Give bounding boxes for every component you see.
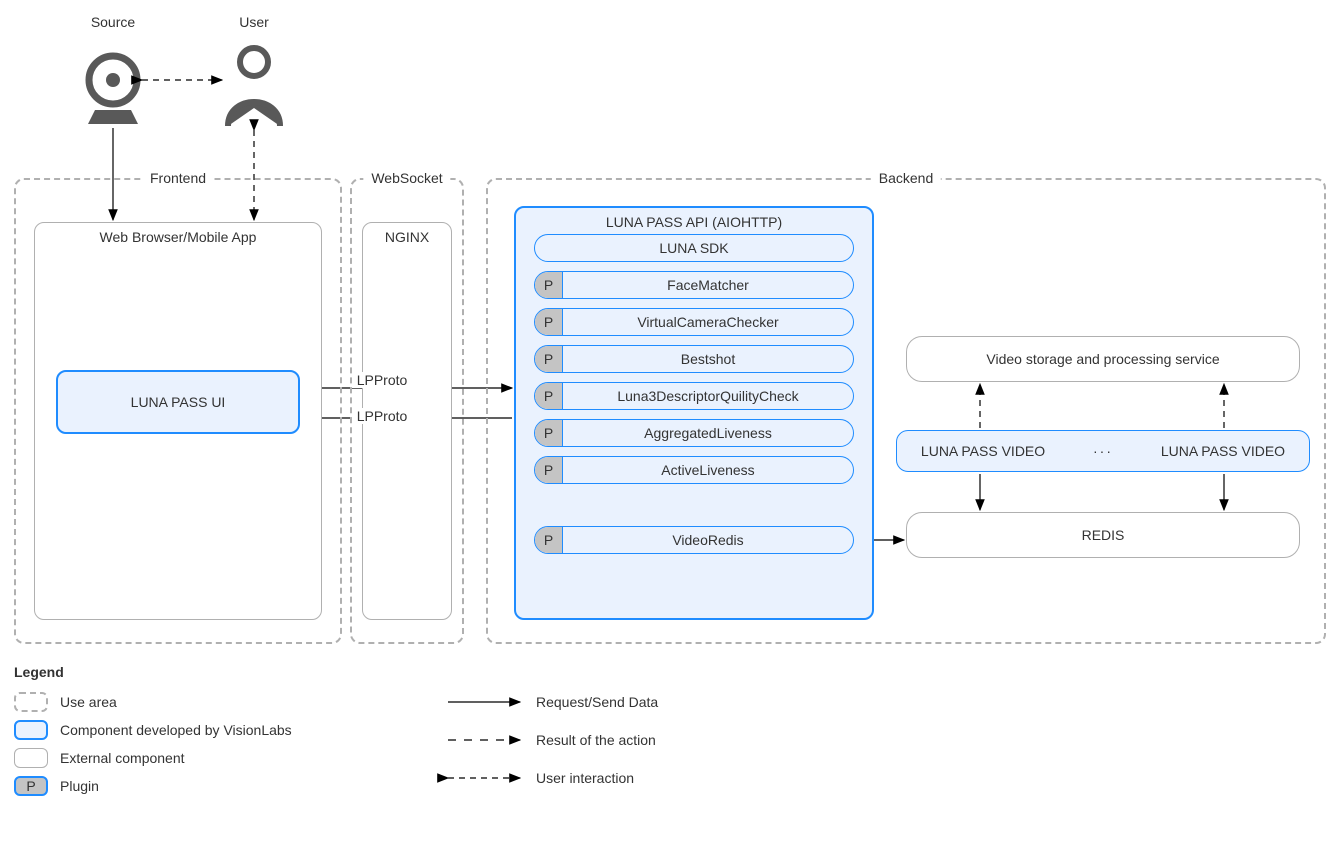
frontend-title: Frontend <box>142 170 214 186</box>
legend-external-swatch <box>14 748 48 768</box>
plugin-badge-icon: P <box>535 272 563 298</box>
video-storage: Video storage and processing service <box>906 336 1300 382</box>
plugin-badge-icon: P <box>535 309 563 335</box>
lunapass-video-1: LUNA PASS VIDEO <box>921 443 1045 459</box>
legend-title: Legend <box>14 664 64 680</box>
legend-plugin-swatch: P <box>14 776 48 796</box>
legend-request-label: Request/Send Data <box>536 694 658 710</box>
lunapass-video-group: LUNA PASS VIDEO ··· LUNA PASS VIDEO <box>896 430 1310 472</box>
plugin-label: VideoRedis <box>563 532 853 548</box>
lunapass-ui: LUNA PASS UI <box>56 370 300 434</box>
legend-vision-swatch <box>14 720 48 740</box>
plugin-label: Luna3DescriptorQuilityCheck <box>563 388 853 404</box>
ellipsis: ··· <box>1093 443 1113 459</box>
plugin-label: Bestshot <box>563 351 853 367</box>
plugin-label: VirtualCameraChecker <box>563 314 853 330</box>
webcam-icon <box>88 56 138 124</box>
legend-usearea-swatch <box>14 692 48 712</box>
legend-external-label: External component <box>60 750 185 766</box>
lpproto-out-label: LPProto <box>352 372 412 388</box>
plugin-luna3desc: P Luna3DescriptorQuilityCheck <box>534 382 854 410</box>
plugin-label: ActiveLiveness <box>563 462 853 478</box>
legend-interaction-label: User interaction <box>536 770 634 786</box>
user-label: User <box>230 14 278 30</box>
plugin-label: FaceMatcher <box>563 277 853 293</box>
plugin-badge-icon: P <box>535 457 563 483</box>
redis: REDIS <box>906 512 1300 558</box>
plugin-label: AggregatedLiveness <box>563 425 853 441</box>
plugin-activeliveness: P ActiveLiveness <box>534 456 854 484</box>
plugin-videoredis: P VideoRedis <box>534 526 854 554</box>
luna-sdk: LUNA SDK <box>534 234 854 262</box>
user-icon <box>228 48 280 126</box>
lpproto-in-label: LPProto <box>352 408 412 424</box>
plugin-bestshot: P Bestshot <box>534 345 854 373</box>
source-label: Source <box>86 14 140 30</box>
plugin-aggliveness: P AggregatedLiveness <box>534 419 854 447</box>
plugin-facematcher: P FaceMatcher <box>534 271 854 299</box>
lunapass-video-2: LUNA PASS VIDEO <box>1161 443 1285 459</box>
nginx-title: NGINX <box>363 229 451 245</box>
api-box: LUNA PASS API (AIOHTTP) <box>514 206 874 620</box>
plugin-badge-icon: P <box>535 420 563 446</box>
legend-usearea-label: Use area <box>60 694 117 710</box>
video-storage-label: Video storage and processing service <box>907 351 1299 367</box>
plugin-badge-icon: P <box>535 383 563 409</box>
plugin-badge-icon: P <box>535 527 563 553</box>
plugin-virtualcamera: P VirtualCameraChecker <box>534 308 854 336</box>
luna-sdk-label: LUNA SDK <box>535 240 853 256</box>
legend-result-label: Result of the action <box>536 732 656 748</box>
api-title: LUNA PASS API (AIOHTTP) <box>516 214 872 230</box>
webbrowser-title: Web Browser/Mobile App <box>35 229 321 245</box>
lunapass-ui-label: LUNA PASS UI <box>131 394 226 410</box>
legend-vision-label: Component developed by VisionLabs <box>60 722 292 738</box>
legend-plugin-label: Plugin <box>60 778 99 794</box>
redis-label: REDIS <box>907 527 1299 543</box>
websocket-title: WebSocket <box>363 170 450 186</box>
plugin-badge-icon: P <box>535 346 563 372</box>
backend-title: Backend <box>871 170 941 186</box>
